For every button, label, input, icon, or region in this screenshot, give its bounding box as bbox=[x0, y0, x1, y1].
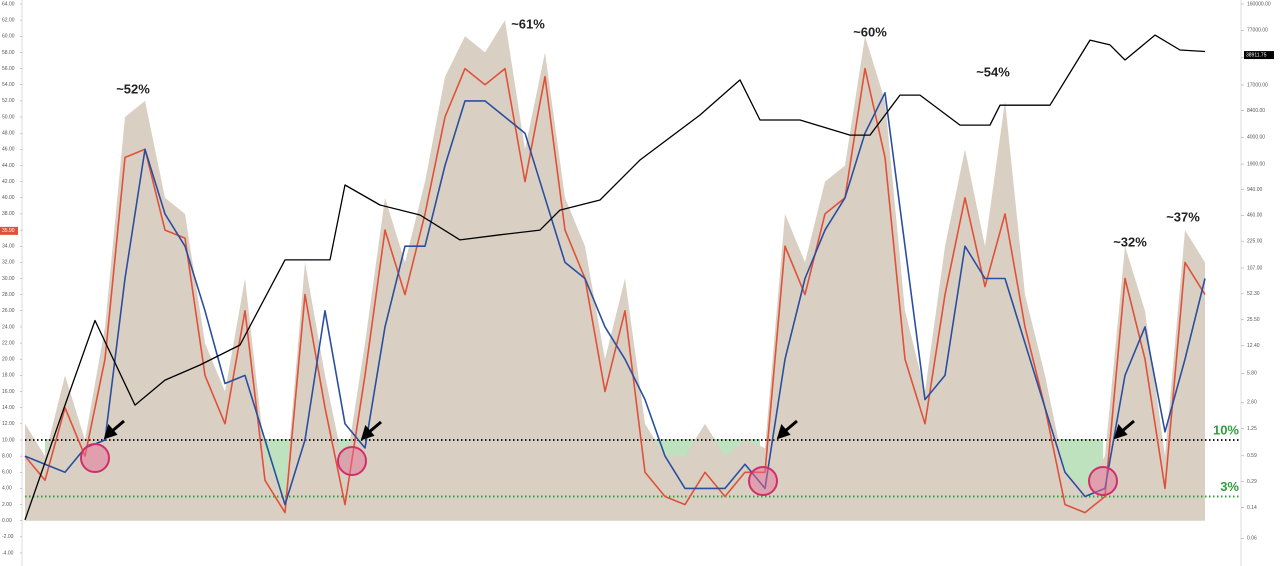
y-tick-label: -4.00 bbox=[2, 550, 14, 556]
arrow-head bbox=[776, 423, 791, 440]
y-tick-label: 16.00 bbox=[2, 389, 15, 395]
y-tick-label: 44.00 bbox=[2, 163, 15, 169]
y-tick-label: 2.00 bbox=[2, 502, 12, 508]
line bbox=[24, 92, 1206, 506]
y-tick-label: 32.00 bbox=[2, 260, 15, 266]
annotation: ~32% bbox=[1113, 234, 1147, 249]
value-tag-box bbox=[0, 226, 18, 235]
highlight-circle bbox=[337, 446, 367, 476]
y2-tick-label: 2.60 bbox=[1247, 400, 1257, 406]
y-tick-label: 40.00 bbox=[2, 195, 15, 201]
arrow-head bbox=[360, 424, 375, 441]
y2-tick-label: 0.06 bbox=[1247, 536, 1257, 542]
y-tick-label: 34.00 bbox=[2, 244, 15, 250]
y-tick-label: 42.00 bbox=[2, 179, 15, 185]
y2-tick-label: 12.40 bbox=[1247, 343, 1260, 349]
y2-tick-label: 1900.00 bbox=[1247, 161, 1265, 167]
y-tick-label: 52.00 bbox=[2, 98, 15, 104]
highlight-circle bbox=[1088, 466, 1118, 496]
annotation: ~54% bbox=[976, 64, 1010, 79]
y-tick-label: 28.00 bbox=[2, 292, 15, 298]
highlight-circle bbox=[80, 443, 110, 473]
y2-tick-label: 160000.00 bbox=[1247, 1, 1271, 7]
y2-tick-label: 52.30 bbox=[1247, 291, 1260, 297]
value-tag: 38911.75 bbox=[1246, 52, 1267, 58]
y-tick-label: 58.00 bbox=[2, 50, 15, 56]
annotation: ~60% bbox=[853, 24, 887, 39]
y-tick-label: 48.00 bbox=[2, 131, 15, 137]
area bbox=[25, 20, 1205, 521]
y-tick-label: 18.00 bbox=[2, 373, 15, 379]
overlays: ~52% ~61% ~60% ~54% ~32% ~37% bbox=[80, 16, 1200, 496]
y-tick-label: 24.00 bbox=[2, 324, 15, 330]
y-tick-label: 50.00 bbox=[2, 114, 15, 120]
y-tick-label: 12.00 bbox=[2, 421, 15, 427]
arrow-head bbox=[1113, 423, 1128, 440]
y2-tick-label: 460.00 bbox=[1247, 213, 1263, 219]
annotation: ~52% bbox=[116, 81, 150, 96]
y2-tick-label: 1.25 bbox=[1247, 426, 1257, 432]
y2-tick-label: 940.00 bbox=[1247, 187, 1263, 193]
annotation: ~37% bbox=[1166, 209, 1200, 224]
y-tick-label: 10.00 bbox=[2, 437, 15, 443]
y2-tick-label: 17000.00 bbox=[1247, 82, 1268, 88]
y2-tick-label: 0.59 bbox=[1247, 453, 1257, 459]
y-tick-label: 46.00 bbox=[2, 147, 15, 153]
y2-tick-label: 25.50 bbox=[1247, 317, 1260, 323]
line bbox=[24, 67, 1206, 514]
arrows bbox=[103, 419, 1135, 441]
y-tick-label: 38.00 bbox=[2, 211, 15, 217]
y-tick-label: 20.00 bbox=[2, 357, 15, 363]
y-tick-label: 22.00 bbox=[2, 340, 15, 346]
y2-tick-label: 8400.00 bbox=[1247, 108, 1265, 114]
y2-tick-label: 107.00 bbox=[1247, 265, 1263, 271]
y2-tick-label: 0.14 bbox=[1247, 505, 1257, 511]
y-tick-label: 8.00 bbox=[2, 453, 12, 459]
reference-label: 3% bbox=[1220, 479, 1239, 494]
y-tick-label: 30.00 bbox=[2, 276, 15, 282]
y-tick-label: 0.00 bbox=[2, 518, 12, 524]
value-tag-box bbox=[1244, 51, 1274, 60]
y-tick-label: 4.00 bbox=[2, 486, 12, 492]
reference-label: 10% bbox=[1213, 422, 1239, 437]
y-tick-label: 56.00 bbox=[2, 66, 15, 72]
value-tag: 35.90 bbox=[2, 228, 15, 234]
price-line bbox=[24, 34, 1206, 521]
arrow-head bbox=[103, 423, 118, 440]
y-tick-label: 60.00 bbox=[2, 34, 15, 40]
y2-tick-label: 77000.00 bbox=[1247, 28, 1268, 34]
y2-tick-label: 225.00 bbox=[1247, 238, 1263, 244]
y-tick-label: 6.00 bbox=[2, 470, 12, 476]
y-tick-label: 54.00 bbox=[2, 82, 15, 88]
y2-tick-label: 0.29 bbox=[1247, 479, 1257, 485]
highlight-circle bbox=[748, 466, 778, 496]
y-tick-label: -2.00 bbox=[2, 534, 14, 540]
y2-tick-label: 4000.00 bbox=[1247, 135, 1265, 141]
y-tick-label: 64.00 bbox=[2, 1, 15, 7]
y2-tick-label: 5.80 bbox=[1247, 371, 1257, 377]
y-tick-label: 26.00 bbox=[2, 308, 15, 314]
annotation: ~61% bbox=[511, 16, 545, 31]
y-tick-label: 62.00 bbox=[2, 17, 15, 23]
y-tick-label: 14.00 bbox=[2, 405, 15, 411]
